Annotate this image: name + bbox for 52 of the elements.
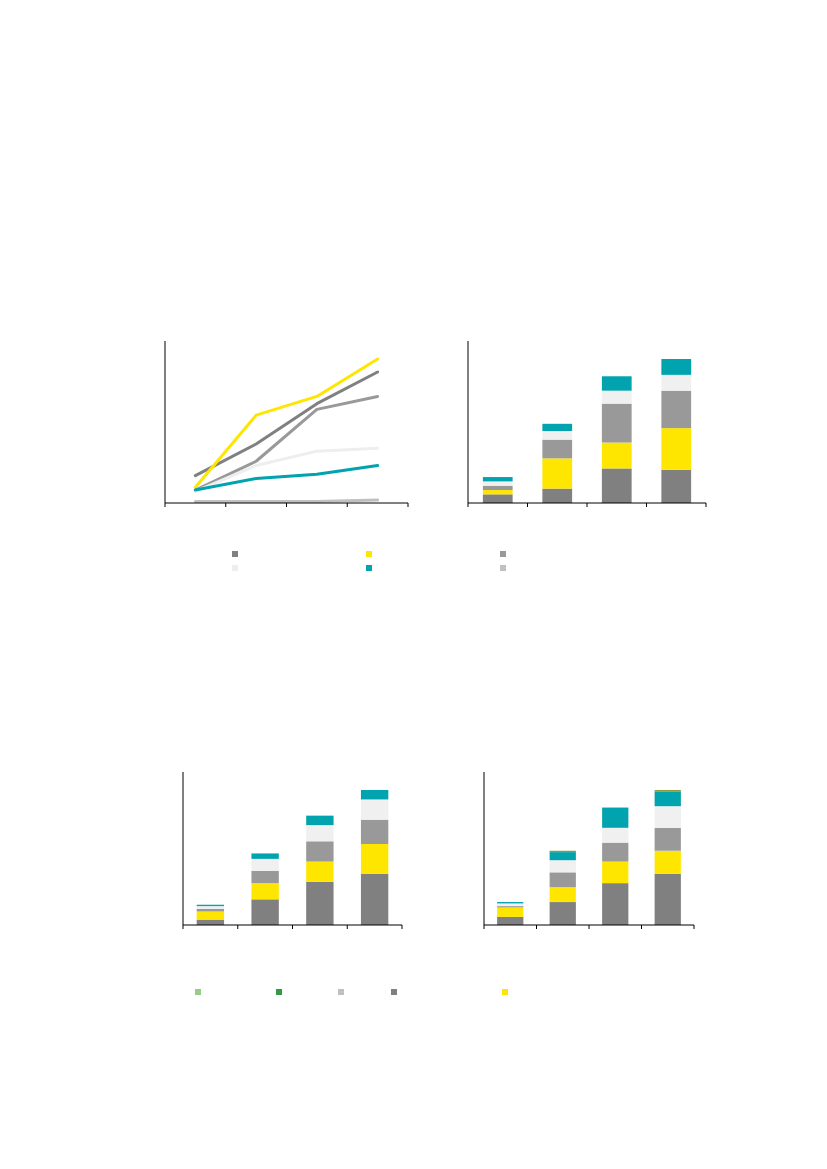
bar (482, 494, 513, 503)
bar (251, 883, 279, 900)
bar (601, 468, 632, 503)
bar (661, 390, 692, 429)
bar (542, 488, 573, 503)
bar (306, 841, 334, 862)
bar (602, 883, 629, 925)
bar (482, 481, 513, 486)
bar (654, 873, 681, 925)
bar (360, 844, 389, 874)
bar (661, 469, 692, 503)
bar (251, 871, 279, 884)
bar (602, 827, 629, 843)
bar (549, 902, 576, 925)
bar (251, 858, 279, 871)
bar (306, 881, 334, 925)
bar (602, 807, 629, 828)
bar (549, 852, 576, 861)
bar (360, 873, 389, 925)
bar (196, 911, 225, 920)
bar (601, 442, 632, 469)
bar (360, 790, 389, 800)
bar (360, 799, 389, 820)
bar (661, 428, 692, 470)
bar (549, 887, 576, 903)
bar (661, 374, 692, 391)
bar (602, 842, 629, 862)
bar (654, 827, 681, 851)
bar (360, 819, 389, 844)
bar (654, 806, 681, 828)
bar (542, 423, 573, 431)
bar (482, 490, 513, 495)
bar (542, 439, 573, 459)
bar (549, 860, 576, 873)
bar (482, 485, 513, 491)
bar (601, 403, 632, 443)
bar (549, 872, 576, 888)
bar (654, 791, 681, 807)
bar (306, 825, 334, 842)
bar (661, 359, 692, 375)
bar (654, 850, 681, 874)
bar (497, 907, 524, 917)
bar (601, 376, 632, 391)
bar (601, 390, 632, 404)
bar (482, 477, 513, 482)
bar (542, 431, 573, 440)
bar (251, 853, 279, 859)
bar (542, 458, 573, 489)
bar (251, 899, 279, 925)
bar (602, 861, 629, 884)
bar (306, 861, 334, 882)
bar (306, 815, 334, 826)
